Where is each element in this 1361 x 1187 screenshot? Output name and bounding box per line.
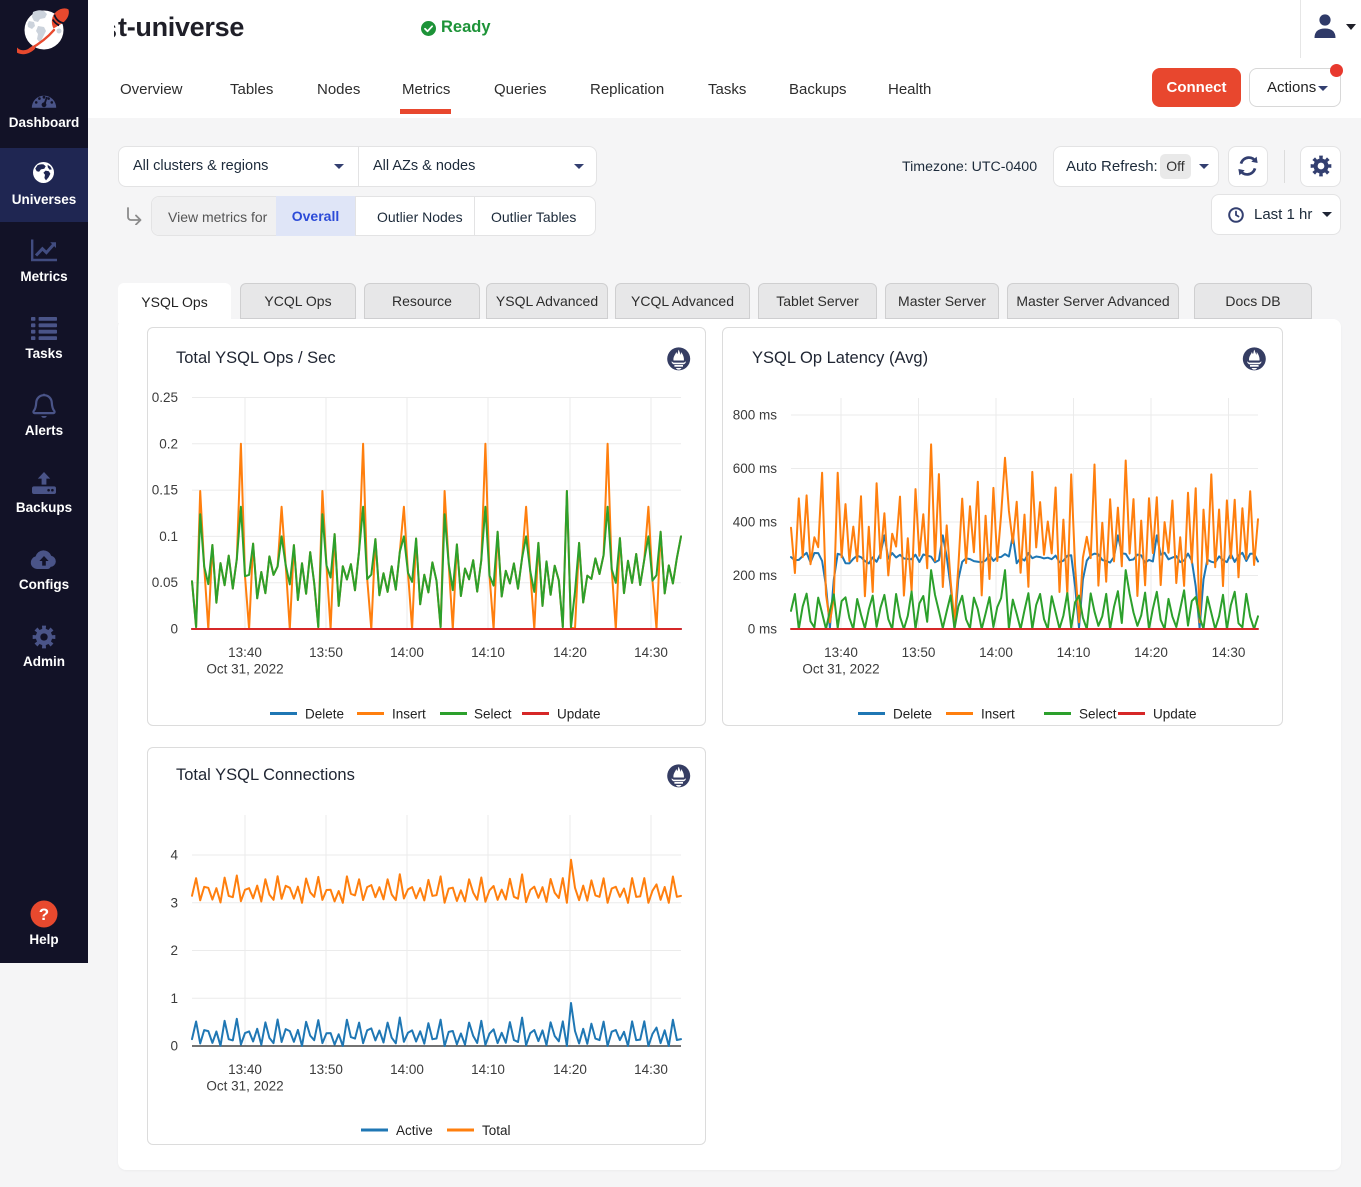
svg-text:14:30: 14:30 [1212,645,1246,660]
svg-text:800 ms: 800 ms [733,408,778,423]
svg-text:14:00: 14:00 [979,645,1013,660]
svg-text:14:10: 14:10 [471,645,505,660]
svg-text:Insert: Insert [392,707,426,722]
svg-text:2: 2 [170,943,178,958]
svg-text:14:20: 14:20 [553,645,587,660]
svg-text:Select: Select [474,707,512,722]
svg-text:Insert: Insert [981,707,1015,722]
svg-text:Update: Update [557,707,601,722]
svg-text:0.15: 0.15 [152,483,178,498]
svg-text:13:50: 13:50 [309,1062,343,1077]
svg-text:14:10: 14:10 [471,1062,505,1077]
svg-text:14:10: 14:10 [1057,645,1091,660]
svg-text:13:40: 13:40 [824,645,858,660]
svg-text:3: 3 [170,895,178,910]
svg-text:Oct 31, 2022: Oct 31, 2022 [206,662,283,677]
svg-text:?: ? [39,905,49,924]
svg-text:0 ms: 0 ms [748,622,778,637]
svg-text:14:20: 14:20 [1134,645,1168,660]
svg-text:13:40: 13:40 [228,1062,262,1077]
svg-text:600 ms: 600 ms [733,461,778,476]
svg-text:0: 0 [170,1039,178,1054]
svg-text:Oct 31, 2022: Oct 31, 2022 [206,1079,283,1094]
svg-text:13:50: 13:50 [309,645,343,660]
svg-text:13:50: 13:50 [902,645,936,660]
svg-text:400 ms: 400 ms [733,515,778,530]
svg-text:Total: Total [482,1123,511,1138]
svg-text:1: 1 [170,991,178,1006]
svg-text:YSQL Op Latency (Avg): YSQL Op Latency (Avg) [752,349,928,367]
svg-text:Active: Active [396,1123,433,1138]
svg-text:200 ms: 200 ms [733,568,778,583]
svg-text:Delete: Delete [893,707,932,722]
svg-text:0.25: 0.25 [152,390,178,405]
svg-text:14:30: 14:30 [634,645,668,660]
svg-text:0.2: 0.2 [159,436,178,451]
svg-text:Oct 31, 2022: Oct 31, 2022 [802,662,879,677]
svg-text:Select: Select [1079,707,1117,722]
svg-text:0: 0 [170,622,178,637]
svg-text:13:40: 13:40 [228,645,262,660]
svg-text:14:00: 14:00 [390,645,424,660]
svg-text:4: 4 [170,848,178,863]
svg-text:14:30: 14:30 [634,1062,668,1077]
svg-text:Total YSQL Ops / Sec: Total YSQL Ops / Sec [176,349,336,367]
svg-text:Delete: Delete [305,707,344,722]
svg-text:14:00: 14:00 [390,1062,424,1077]
svg-text:0.1: 0.1 [159,529,178,544]
svg-text:Total YSQL Connections: Total YSQL Connections [176,766,355,784]
svg-text:0.05: 0.05 [152,575,178,590]
svg-text:14:20: 14:20 [553,1062,587,1077]
svg-text:Update: Update [1153,707,1197,722]
